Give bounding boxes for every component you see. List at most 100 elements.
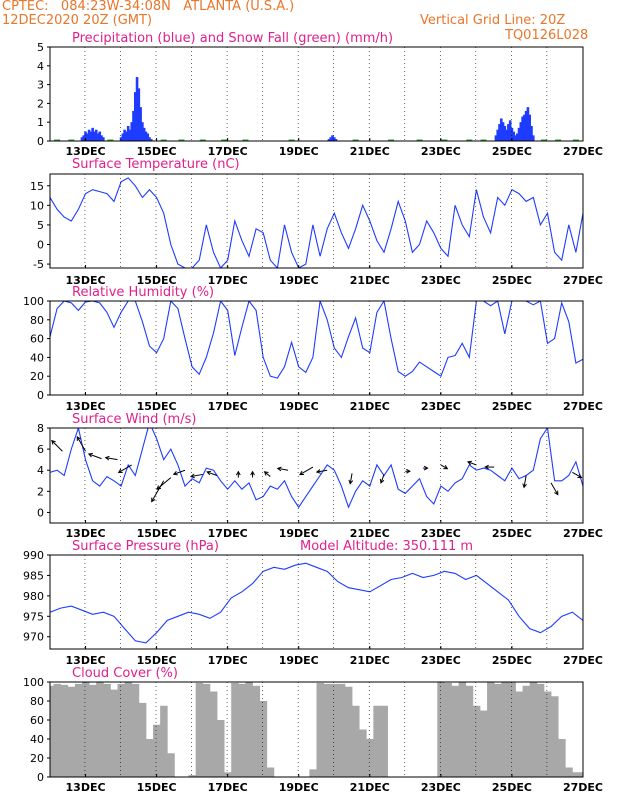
precip-bar-7 <box>93 131 96 141</box>
cloud-column-45 <box>366 739 374 777</box>
precip-bar-33 <box>331 135 334 141</box>
cloud-column-61 <box>479 710 488 777</box>
cloud-column-12 <box>131 683 140 777</box>
xtick-label-temp-0: 13DEC <box>66 274 106 287</box>
xtick-label-precip-4: 21DEC <box>350 145 390 158</box>
precip-bar-42 <box>505 129 508 141</box>
wind-arrow-14 <box>299 466 314 476</box>
xtick-label-rh-1: 15DEC <box>137 400 177 413</box>
ytick-label-pressure-3: 985 <box>23 569 44 582</box>
wind-arrow-4 <box>117 464 132 473</box>
precip-bar-34 <box>332 137 336 141</box>
cloud-column-70 <box>543 691 552 777</box>
ytick-label-precip-5: 5 <box>37 41 44 54</box>
wind-arrow-1 <box>76 436 86 452</box>
snow-bar-1 <box>68 139 75 141</box>
xtick-label-temp-5: 23DEC <box>421 274 461 287</box>
ytick-label-precip-4: 4 <box>37 60 44 73</box>
cloud-column-38 <box>316 682 325 777</box>
cloud-column-56 <box>444 682 452 777</box>
wind-arrow-15 <box>315 469 328 474</box>
cloud-column-21 <box>195 682 204 777</box>
cloud-column-17 <box>167 753 175 777</box>
ytick-label-wind-3: 6 <box>37 443 44 456</box>
cloud-column-57 <box>451 685 460 777</box>
xtick-label-precip-2: 17DEC <box>208 145 248 158</box>
precip-bar-12 <box>102 137 105 141</box>
precip-bar-11 <box>100 135 103 141</box>
snow-bar-9 <box>352 139 359 141</box>
ytick-label-pressure-4: 990 <box>23 549 44 562</box>
ytick-label-temp-4: 15 <box>30 180 44 193</box>
xtick-label-pressure-2: 17DEC <box>208 654 248 667</box>
cloud-column-13 <box>138 702 147 777</box>
ytick-label-rh-3: 60 <box>30 333 44 346</box>
cloud-column-24 <box>217 720 225 777</box>
panel-precip: Precipitation (blue) and Snow Fall (gree… <box>37 31 603 158</box>
cloud-column-2 <box>60 684 69 777</box>
cloud-column-69 <box>536 683 545 777</box>
cloud-column-66 <box>515 691 523 777</box>
snow-bar-13 <box>466 139 473 141</box>
cloud-column-74 <box>572 772 580 777</box>
precip-bar-55 <box>528 114 531 141</box>
header-grid-note: Vertical Grid Line: 20Z <box>420 13 566 28</box>
ytick-label-cloud-0: 0 <box>37 771 44 784</box>
xtick-label-wind-5: 23DEC <box>421 527 461 540</box>
precip-bar-27 <box>144 131 148 141</box>
precip-bar-50 <box>519 122 523 141</box>
ytick-label-pressure-0: 970 <box>23 631 44 644</box>
precip-bar-6 <box>91 127 94 141</box>
series-line-pressure <box>50 562 583 644</box>
precip-bar-9 <box>96 133 100 141</box>
xtick-label-cloud-3: 19DEC <box>279 781 319 794</box>
cloud-column-72 <box>558 739 566 777</box>
precip-bar-39 <box>499 118 503 141</box>
wind-arrow-0 <box>51 439 63 452</box>
xtick-label-precip-5: 23DEC <box>421 145 461 158</box>
precip-bar-53 <box>524 110 528 141</box>
xtick-label-temp-2: 17DEC <box>208 274 248 287</box>
data-layer-precip <box>54 77 579 141</box>
precip-bar-4 <box>87 129 91 141</box>
xtick-label-cloud-5: 23DEC <box>421 781 461 794</box>
precip-bar-21 <box>133 92 137 141</box>
xtick-label-wind-6: 25DEC <box>492 527 532 540</box>
xtick-label-wind-3: 19DEC <box>279 527 319 540</box>
precip-bar-37 <box>496 129 500 141</box>
xtick-label-cloud-0: 13DEC <box>66 781 106 794</box>
snow-bar-8 <box>288 139 295 141</box>
precip-bar-13 <box>119 137 123 141</box>
data-layer-rh <box>50 301 583 379</box>
xtick-label-cloud-2: 17DEC <box>208 781 248 794</box>
cloud-column-29 <box>252 685 261 777</box>
snow-bar-10 <box>388 139 395 141</box>
cloud-column-75 <box>579 772 583 777</box>
xtick-label-temp-6: 25DEC <box>492 274 532 287</box>
cloud-column-11 <box>124 682 133 777</box>
data-layer-wind <box>50 428 583 509</box>
ytick-label-rh-4: 80 <box>30 314 44 327</box>
snow-bar-17 <box>572 139 579 141</box>
precip-bar-19 <box>130 122 134 141</box>
cloud-column-28 <box>245 682 253 777</box>
ytick-label-wind-2: 4 <box>37 464 44 477</box>
precip-bar-47 <box>514 135 517 141</box>
cloud-column-30 <box>259 701 268 777</box>
header-code: TQ0126L028 <box>505 28 589 43</box>
wind-arrow-25 <box>572 471 583 479</box>
xtick-label-wind-2: 17DEC <box>208 527 248 540</box>
wind-arrow-3 <box>104 455 118 461</box>
panel-frame-wind <box>49 427 584 524</box>
cloud-column-8 <box>103 683 111 777</box>
panel-title-cloud: Cloud Cover (%) <box>72 666 178 681</box>
ytick-label-pressure-2: 980 <box>23 590 44 603</box>
xtick-label-temp-3: 19DEC <box>279 274 319 287</box>
precip-bar-15 <box>123 129 126 141</box>
series-line-rh <box>50 301 583 379</box>
snow-bar-7 <box>242 139 249 141</box>
cloud-column-10 <box>117 683 126 777</box>
cloud-column-4 <box>74 683 83 777</box>
ytick-label-wind-4: 8 <box>37 422 44 435</box>
